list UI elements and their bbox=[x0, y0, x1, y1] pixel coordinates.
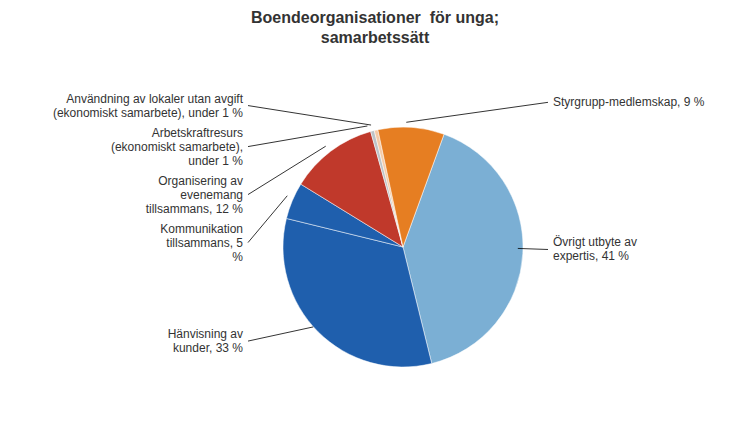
svg-text:Användning av lokaler utan avg: Användning av lokaler utan avgift(ekonom… bbox=[53, 92, 244, 120]
svg-text:Kommunikationtillsammans, 5%: Kommunikationtillsammans, 5% bbox=[160, 222, 243, 264]
html-text:Boendeorganisationer för unga;: Boendeorganisationer för unga; bbox=[251, 9, 499, 26]
svg-text:Styrgrupp-medlemskap, 9 %: Styrgrupp-medlemskap, 9 % bbox=[553, 95, 705, 109]
svg-text:Hänvisning avkunder, 33 %: Hänvisning avkunder, 33 % bbox=[168, 327, 244, 355]
svg-text:Övrigt utbyte avexpertis, 41 %: Övrigt utbyte avexpertis, 41 % bbox=[553, 235, 637, 263]
svg-text:Organisering avevenemangtillsa: Organisering avevenemangtillsammans, 12 … bbox=[146, 174, 244, 216]
html-text:samarbetssätt: samarbetssätt bbox=[320, 29, 430, 46]
svg-text:Arbetskraftresurs(ekonomiskt s: Arbetskraftresurs(ekonomiskt samarbete),… bbox=[111, 126, 243, 168]
